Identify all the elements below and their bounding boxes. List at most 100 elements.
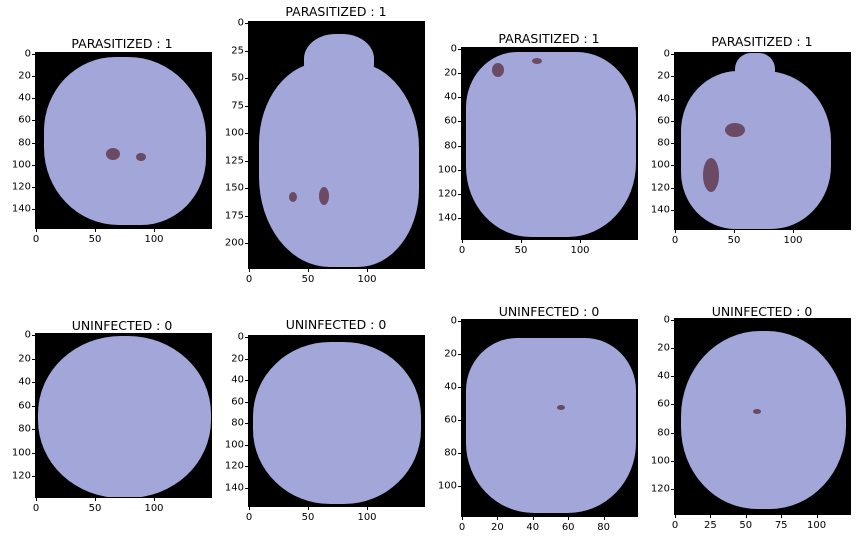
y-tick-label: 0 [450, 315, 457, 327]
y-tick-label: 140 [650, 204, 670, 216]
y-tick-mark [671, 120, 674, 122]
x-tick-mark [462, 517, 463, 520]
y-tick-label: 120 [224, 460, 244, 472]
blood-cell [38, 336, 211, 497]
x-tick-label: 0 [32, 503, 40, 514]
y-tick-label: 60 [657, 115, 670, 127]
x-tick-label: 0 [458, 522, 466, 533]
x-tick-label: 50 [88, 503, 102, 514]
y-tick-label: 40 [18, 376, 31, 388]
x-tick-mark [154, 229, 155, 232]
x-tick-label: 50 [88, 234, 102, 245]
panel-title: UNINFECTED : 0 [285, 317, 387, 332]
y-tick-mark [245, 380, 248, 381]
y-tick-mark [32, 382, 35, 384]
panel-title: PARASITIZED : 1 [711, 34, 813, 49]
y-tick-mark [32, 142, 35, 144]
y-tick-mark [458, 420, 461, 421]
y-tick-label: 20 [444, 67, 457, 79]
x-tick-mark [154, 498, 155, 501]
x-tick-label: 75 [774, 520, 788, 531]
stain-spot [492, 63, 504, 77]
x-tick-mark [249, 269, 250, 272]
y-tick-mark [458, 97, 461, 99]
y-tick-mark [245, 23, 248, 24]
blood-cell [681, 331, 846, 509]
x-tick-label: 50 [739, 520, 753, 531]
y-tick-mark [32, 429, 35, 431]
cell-image [674, 52, 851, 230]
x-tick-label: 100 [144, 234, 164, 245]
y-tick-label: 20 [657, 342, 670, 354]
y-tick-label: 100 [437, 164, 457, 176]
y-tick-label: 0 [663, 48, 670, 60]
x-tick-label: 50 [727, 235, 741, 246]
y-tick-mark [458, 321, 461, 322]
x-tick-label: 0 [671, 520, 679, 531]
y-tick-label: 20 [231, 353, 244, 364]
y-tick-mark [458, 145, 461, 147]
y-tick-label: 60 [444, 115, 457, 127]
y-tick-label: 150 [224, 182, 244, 194]
y-tick-label: 20 [18, 70, 31, 82]
y-tick-label: 80 [18, 137, 31, 148]
x-tick-label: 0 [32, 234, 40, 245]
y-tick-label: 100 [224, 439, 244, 450]
y-tick-mark [32, 186, 35, 188]
x-tick-label: 100 [783, 235, 803, 246]
stain-spot [725, 123, 745, 137]
y-tick-mark [245, 160, 248, 162]
x-tick-mark [675, 515, 676, 518]
y-tick-label: 120 [11, 181, 31, 193]
x-tick-mark [781, 515, 783, 518]
y-tick-mark [671, 460, 674, 462]
y-tick-label: 75 [231, 100, 244, 112]
x-tick-mark [308, 269, 309, 272]
x-tick-mark [462, 240, 463, 243]
y-tick-label: 100 [224, 127, 244, 139]
x-tick-mark [95, 229, 96, 232]
y-tick-mark [245, 188, 248, 190]
stain-spot [532, 58, 542, 64]
y-tick-label: 140 [224, 482, 244, 493]
y-tick-mark [671, 320, 674, 321]
x-tick-mark [367, 507, 368, 510]
blood-cell [466, 338, 636, 513]
panel-title: UNINFECTED : 0 [71, 318, 173, 333]
x-tick-mark [497, 517, 499, 520]
y-tick-mark [32, 405, 35, 407]
y-tick-mark [245, 133, 248, 135]
x-tick-mark [568, 517, 570, 520]
y-tick-mark [671, 54, 674, 55]
x-tick-label: 80 [597, 522, 610, 533]
x-tick-label: 60 [561, 522, 575, 533]
y-tick-label: 20 [657, 70, 670, 82]
x-tick-mark [532, 517, 534, 520]
x-tick-mark [249, 507, 250, 510]
x-tick-mark [793, 230, 794, 233]
y-tick-mark [458, 453, 461, 454]
blood-cell [681, 71, 831, 229]
y-tick-mark [671, 98, 674, 100]
y-tick-label: 120 [650, 182, 670, 193]
y-tick-label: 0 [24, 48, 31, 60]
y-tick-mark [671, 187, 674, 189]
cell-image [248, 335, 425, 507]
y-tick-label: 100 [11, 447, 31, 459]
y-tick-mark [245, 466, 248, 467]
y-tick-mark [245, 50, 248, 52]
y-tick-label: 120 [650, 483, 670, 495]
x-tick-mark [580, 240, 581, 243]
x-tick-mark [675, 230, 676, 233]
y-tick-label: 0 [450, 43, 457, 55]
y-tick-label: 125 [224, 155, 244, 167]
y-tick-mark [32, 98, 35, 100]
y-tick-mark [458, 354, 461, 355]
cell-image [461, 319, 638, 517]
y-tick-mark [245, 358, 248, 360]
y-tick-label: 200 [224, 237, 244, 249]
x-tick-mark [521, 240, 522, 243]
blood-cell [304, 34, 374, 89]
y-tick-mark [671, 488, 674, 490]
y-tick-label: 40 [444, 91, 457, 103]
